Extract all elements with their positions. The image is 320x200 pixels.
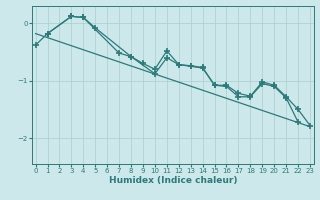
X-axis label: Humidex (Indice chaleur): Humidex (Indice chaleur)	[108, 176, 237, 185]
